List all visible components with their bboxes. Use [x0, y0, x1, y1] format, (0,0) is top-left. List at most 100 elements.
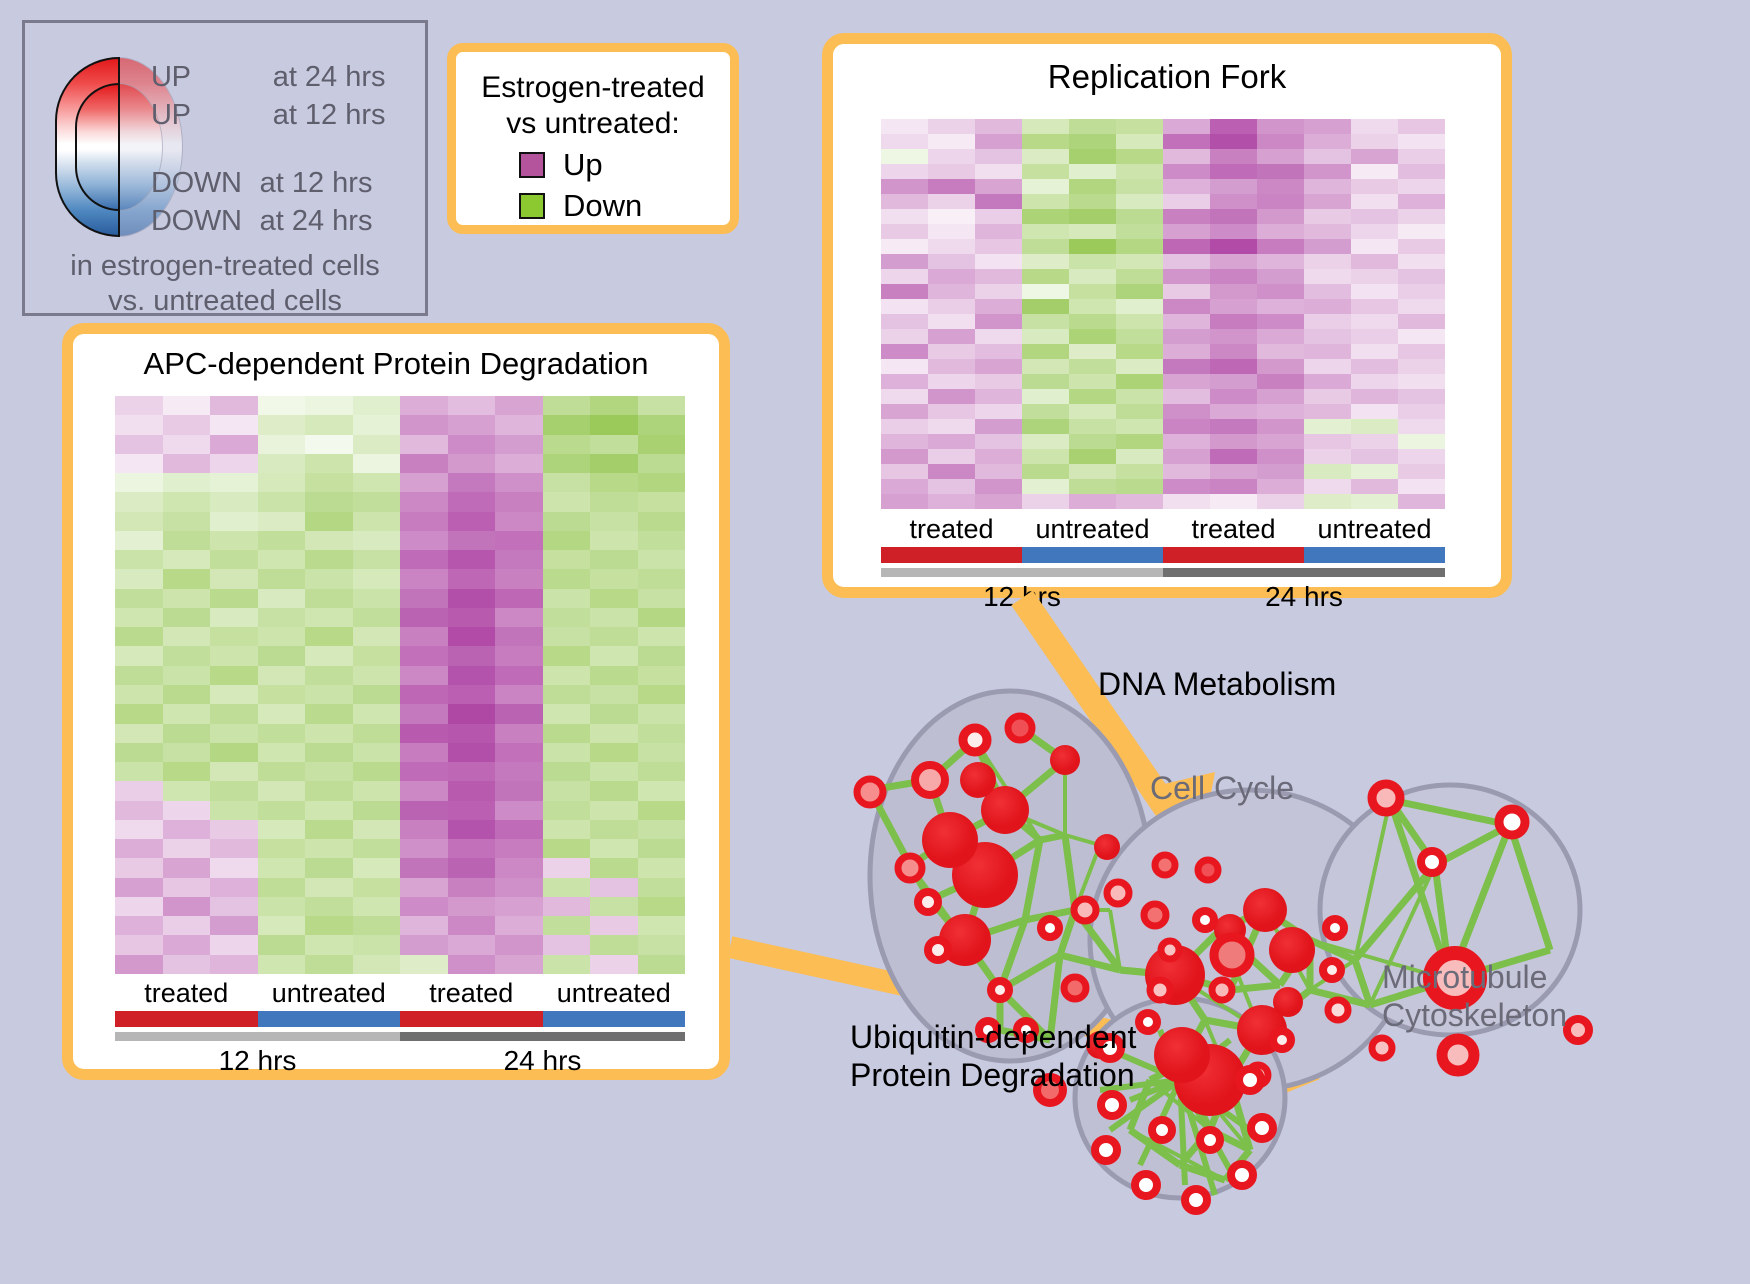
- heatmap-cell: [162, 704, 210, 724]
- heatmap-cell: [1351, 269, 1398, 284]
- heatmap-cell: [1398, 119, 1445, 134]
- heatmap-cell: [1163, 224, 1210, 239]
- heatmap-cell: [1398, 194, 1445, 209]
- heatmap-cell: [1210, 119, 1257, 134]
- heatmap-cell: [928, 389, 975, 404]
- heatmap-cell: [881, 314, 928, 329]
- heatmap-cell: [1398, 224, 1445, 239]
- heatmap-cell: [1351, 224, 1398, 239]
- heatmap-cell: [1351, 164, 1398, 179]
- heatmap-cell: [1116, 299, 1163, 314]
- heatmap-cell: [447, 550, 495, 570]
- heatmap-cell: [257, 492, 305, 512]
- heatmap-cell: [162, 588, 210, 608]
- wheel-legend-row: DOWN at 12 hrs: [151, 167, 372, 200]
- heatmap-cell: [590, 627, 638, 647]
- heatmap-cell: [1351, 209, 1398, 224]
- heatmap-cell: [975, 224, 1022, 239]
- heatmap-cell: [590, 684, 638, 705]
- heatmap-cell: [1398, 374, 1445, 389]
- heatmap-cell: [637, 627, 685, 647]
- heatmap-cell: [1163, 404, 1210, 419]
- heatmap-cell: [1398, 164, 1445, 179]
- heatmap-cell: [1022, 239, 1069, 254]
- network-node: [1368, 1034, 1396, 1062]
- treated-bar-icon: [1163, 547, 1304, 563]
- heatmap-cell: [1022, 419, 1069, 434]
- heatmap-cell: [1398, 209, 1445, 224]
- heatmap-cell: [352, 800, 400, 820]
- heatmap-cell: [881, 479, 928, 494]
- heatmap-cell: [590, 434, 638, 454]
- heatmap-cell: [115, 453, 163, 474]
- heatmap-cell: [305, 819, 353, 840]
- heatmap-cell: [162, 684, 210, 705]
- heatmap-cell: [1210, 389, 1257, 404]
- heatmap-cell: [1163, 479, 1210, 494]
- heatmap-cell: [1257, 254, 1304, 269]
- heatmap-cell: [975, 329, 1022, 344]
- heatmap-cell: [637, 607, 685, 628]
- heatmap-cell: [542, 646, 590, 666]
- network-node: [1004, 712, 1036, 744]
- heatmap-cell: [637, 569, 685, 589]
- heatmap-cell: [495, 916, 543, 936]
- time-color-bars: [115, 1032, 685, 1041]
- heatmap-cell: [637, 684, 685, 705]
- heatmap-cell: [1398, 134, 1445, 149]
- heatmap-cell: [881, 164, 928, 179]
- time-label: 24 hrs: [1265, 581, 1343, 612]
- heatmap-cell: [162, 434, 210, 454]
- heatmap-cell: [1210, 404, 1257, 419]
- heatmap-cell: [1398, 494, 1445, 509]
- heatmap-cell: [1163, 374, 1210, 389]
- heatmap-cell: [1069, 194, 1116, 209]
- heatmap-cell: [1257, 494, 1304, 509]
- heatmap-cell: [975, 344, 1022, 359]
- heatmap-cell: [1351, 374, 1398, 389]
- heatmap-cell: [928, 209, 975, 224]
- heatmap-cell: [257, 858, 305, 878]
- heatmap-cell: [1163, 254, 1210, 269]
- heatmap-cell: [447, 492, 495, 512]
- heatmap-cell: [400, 704, 448, 724]
- heatmap-cell: [637, 665, 685, 685]
- network-node: [1423, 946, 1487, 1010]
- heatmap-cell: [305, 762, 353, 782]
- cluster-label-cell-cycle: Cell Cycle: [1150, 770, 1295, 806]
- heatmap-cell: [881, 359, 928, 374]
- heatmap-cell: [495, 877, 543, 897]
- heatmap-cell: [162, 473, 210, 493]
- heatmap-cell: [352, 858, 400, 878]
- heatmap-cell: [1304, 239, 1351, 254]
- heatmap-cell: [447, 627, 495, 647]
- heatmap-cell: [1022, 374, 1069, 389]
- heatmap-cell: [637, 858, 685, 878]
- heatmap-cell: [115, 550, 163, 570]
- network-node: [1194, 856, 1222, 884]
- heatmap-cell: [1304, 209, 1351, 224]
- heatmap-cell: [928, 164, 975, 179]
- heatmap-cell: [1351, 419, 1398, 434]
- heatmap-cell: [881, 254, 928, 269]
- wheel-divider-line: [118, 57, 120, 237]
- heatmap-cell: [590, 665, 638, 685]
- heatmap-cell: [447, 453, 495, 474]
- heatmap-cell: [495, 665, 543, 685]
- heatmap-cell: [637, 742, 685, 763]
- heatmap-cell: [637, 781, 685, 801]
- heatmap-cell: [1069, 149, 1116, 164]
- heatmap-cell: [1304, 284, 1351, 299]
- heatmap-cell: [115, 415, 163, 435]
- heatmap-cell: [542, 935, 590, 955]
- heatmap-cell: [1069, 404, 1116, 419]
- heatmap-cell: [115, 762, 163, 782]
- condition-labels: treated untreated treated untreated: [881, 514, 1445, 545]
- condition-color-bars: [881, 547, 1445, 563]
- untreated-bar-icon: [1304, 547, 1445, 563]
- heatmap-cell: [975, 419, 1022, 434]
- heatmap-cell: [542, 550, 590, 570]
- wheel-legend-footer-line2: vs. untreated cells: [108, 285, 342, 318]
- heatmap-cell: [115, 588, 163, 608]
- heatmap-cell: [162, 569, 210, 589]
